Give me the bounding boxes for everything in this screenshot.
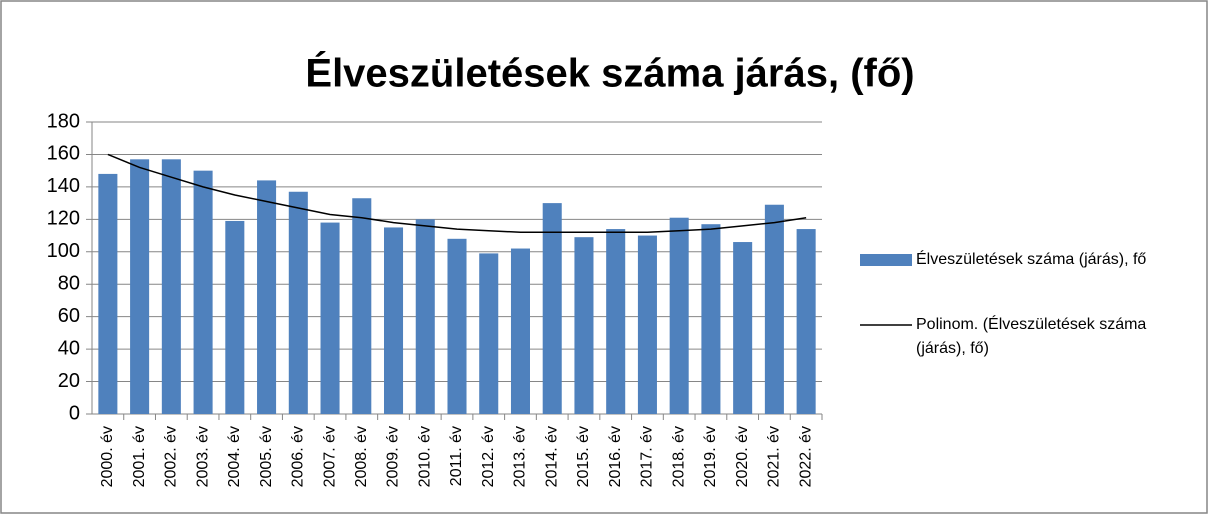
bar (193, 170, 213, 414)
legend-label: Élveszületések száma (járás), fő (916, 251, 1147, 268)
bar (257, 180, 277, 414)
y-tick-label: 160 (47, 143, 80, 165)
y-tick-label: 40 (58, 337, 80, 359)
x-tick-label: 2009. év (385, 426, 402, 487)
x-tick-label: 2010. év (416, 426, 433, 487)
bar (733, 242, 753, 414)
x-tick-label: 2004. év (226, 426, 243, 487)
x-tick-label: 2016. év (607, 426, 624, 487)
bar (669, 217, 689, 414)
bar (415, 219, 435, 414)
y-tick-label: 60 (58, 305, 80, 327)
bar (352, 198, 372, 414)
x-tick-label: 2018. év (670, 426, 687, 487)
x-tick-label: 2008. év (353, 426, 370, 487)
bar (320, 222, 340, 414)
trend-line (107, 153, 807, 234)
x-tick-label: 2021. év (766, 426, 783, 487)
legend-label: Polinom. (Élveszületések száma (járás), … (916, 316, 1147, 357)
bar (542, 203, 562, 414)
x-tick-label: 2011. év (448, 426, 465, 486)
y-tick-label: 180 (47, 110, 80, 132)
bar (384, 227, 404, 414)
x-tick-label: 2003. év (194, 426, 211, 487)
legend-swatch (860, 254, 912, 266)
bar (288, 191, 308, 414)
x-tick-label: 2005. év (258, 426, 275, 487)
x-tick-label: 2015. év (575, 426, 592, 487)
x-tick-label: 2012. év (480, 426, 497, 487)
bar (796, 229, 816, 414)
bar (637, 235, 657, 414)
x-tick-label: 2007. év (321, 426, 338, 487)
bar (98, 173, 118, 414)
x-tick-label: 2019. év (702, 426, 719, 487)
x-tick-label: 2022. év (797, 426, 814, 487)
x-tick-label: 2020. év (734, 426, 751, 487)
y-tick-label: 80 (58, 273, 80, 295)
chart-title: Élveszületések száma járás, (fő) (305, 51, 914, 96)
x-tick-label: 2014. év (543, 426, 560, 487)
bar (606, 229, 626, 414)
x-tick-label: 2000. év (99, 426, 116, 487)
y-tick-label: 120 (47, 208, 80, 230)
bar (225, 220, 245, 414)
y-tick-label: 140 (47, 175, 80, 197)
bar (447, 238, 467, 414)
bar (701, 224, 721, 414)
bar (130, 159, 150, 414)
x-tick-label: 2017. év (639, 426, 656, 487)
x-tick-label: 2006. év (290, 426, 307, 487)
x-tick-label: 2001. év (131, 426, 148, 487)
bar (161, 159, 181, 414)
y-tick-label: 100 (47, 240, 80, 262)
bar (764, 204, 784, 414)
y-tick-label: 20 (58, 370, 80, 392)
x-tick-label: 2013. év (512, 426, 529, 487)
x-tick-label: 2002. év (163, 426, 180, 487)
bar (479, 253, 499, 414)
bar (574, 237, 594, 414)
bar (510, 248, 530, 414)
y-tick-label: 0 (69, 402, 80, 424)
